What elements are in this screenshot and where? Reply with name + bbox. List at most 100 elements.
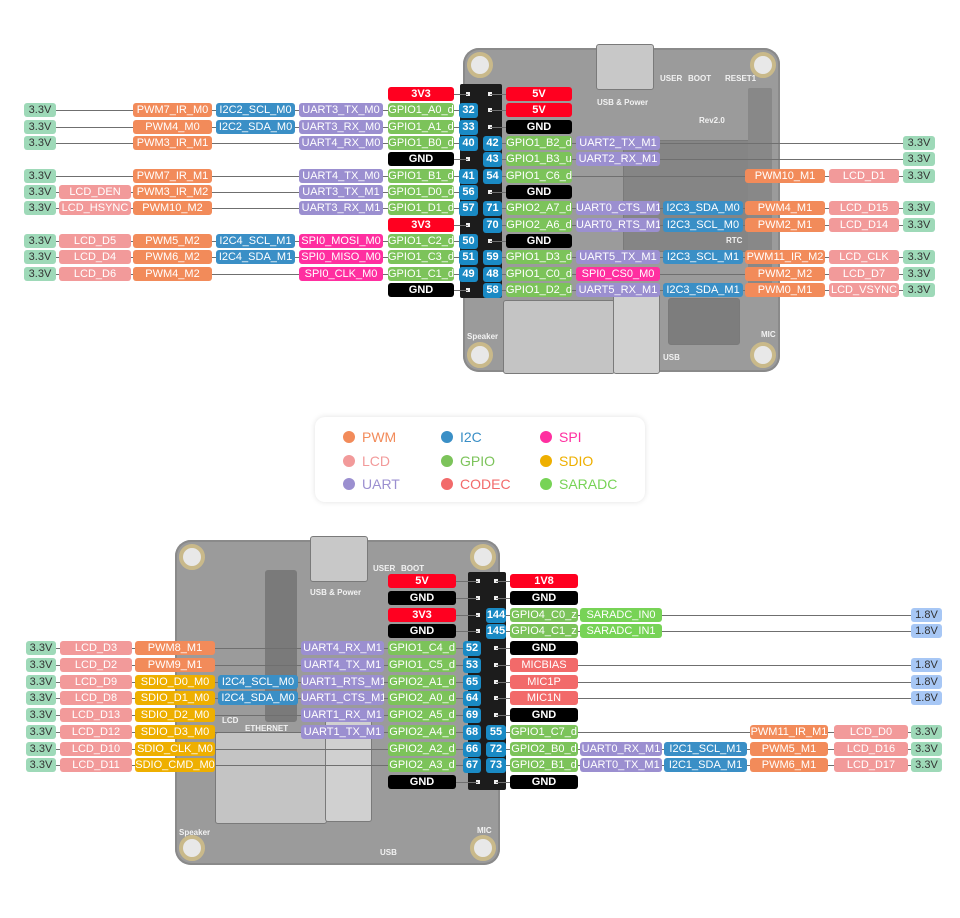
voltage-label: 3.3V	[903, 283, 935, 297]
legend-label: CODEC	[460, 476, 511, 492]
voltage-label: 3.3V	[26, 691, 56, 705]
lcd-label: LCD_D9	[60, 675, 132, 689]
pin-line	[490, 110, 506, 111]
power-label: 3V3	[388, 87, 454, 101]
pin-number: 70	[483, 218, 502, 233]
pin-line	[496, 581, 510, 582]
sdio-label: SDIO_D3_M0	[135, 725, 215, 739]
gpio-label: GPIO2_A0_d	[388, 691, 456, 705]
legend-dot-icon	[441, 454, 453, 467]
mount-hole	[467, 52, 493, 78]
lcd-label: LCD_D1	[829, 169, 899, 183]
uart-label: UART1_TX_M1	[301, 725, 384, 739]
power-label: 5V	[506, 87, 572, 101]
pin-line	[490, 241, 506, 242]
pin-line	[456, 615, 478, 616]
i2c-label: I2C2_SCL_M0	[216, 103, 295, 117]
gnd-label: GND	[388, 283, 454, 297]
pwm-label: PWM11_IR_M1	[750, 725, 828, 739]
legend-label: PWM	[362, 429, 397, 445]
uart-label: UART4_TX_M1	[301, 658, 384, 672]
pin-line	[496, 698, 510, 699]
lcd-label: LCD_D8	[60, 691, 132, 705]
user-label: USER	[660, 74, 683, 83]
usb-power-label: USB & Power	[597, 98, 649, 107]
legend-item-lcd: LCD	[343, 453, 390, 469]
sdio-label: SDIO_D2_M0	[135, 708, 215, 722]
connector-line	[539, 159, 919, 160]
gpio-label: GPIO1_D1_d	[388, 201, 454, 215]
gnd-label: GND	[388, 775, 456, 789]
gpio-label: GPIO1_C4_d	[388, 641, 456, 655]
gnd-label: GND	[388, 624, 456, 638]
legend-label: UART	[362, 476, 400, 492]
pwm-label: PWM10_M1	[745, 169, 825, 183]
sdio-label: SDIO_CMD_M0	[135, 758, 215, 772]
connector-line	[40, 192, 421, 193]
voltage-label: 3.3V	[26, 641, 56, 655]
legend-label: SPI	[559, 429, 582, 445]
i2c-label: I2C1_SDA_M1	[664, 758, 747, 772]
gpio-label: GPIO2_B1_d	[510, 758, 578, 772]
connector-line	[539, 274, 919, 275]
pin-line	[456, 631, 478, 632]
lcd-label: LCD_D3	[60, 641, 132, 655]
legend-item-pwm: PWM	[343, 429, 396, 445]
gpio-label: GPIO2_A3_d	[388, 758, 456, 772]
sdio-label: SDIO_CLK_M0	[135, 742, 215, 756]
mount-hole	[750, 342, 776, 368]
voltage-label: 3.3V	[24, 250, 56, 264]
gnd-label: GND	[510, 591, 578, 605]
gpio-label: GPIO2_A7_d	[506, 201, 572, 215]
lcd-label: LCD_D12	[60, 725, 132, 739]
pin-number: 69	[463, 708, 481, 723]
pin-line	[490, 192, 506, 193]
voltage-label: 3.3V	[911, 742, 942, 756]
voltage-label: 3.3V	[903, 250, 935, 264]
wifi-module	[668, 298, 740, 345]
pin-number: 43	[483, 152, 502, 167]
pin-number: 41	[459, 169, 478, 184]
connector-line	[41, 765, 422, 766]
uart-label: UART3_TX_M0	[299, 103, 383, 117]
pin-dot	[476, 613, 480, 617]
pin-line	[454, 290, 468, 291]
pwm-label: PWM4_M2	[133, 267, 212, 281]
uart-label: UART4_RX_M1	[301, 641, 384, 655]
mount-hole	[467, 342, 493, 368]
pin-dot	[476, 629, 480, 633]
pin-number: 59	[483, 250, 502, 265]
power-label: 1V8	[510, 574, 578, 588]
power-label: 5V	[388, 574, 456, 588]
connector-line	[41, 732, 422, 733]
mount-hole	[470, 835, 496, 861]
voltage-label: 3.3V	[26, 658, 56, 672]
usb-c-port	[596, 44, 654, 90]
pin-number: 66	[463, 742, 481, 757]
usb-label: USB	[663, 353, 680, 362]
gpio-label: GPIO1_D3_d	[506, 250, 572, 264]
boot-label: BOOT	[688, 74, 712, 83]
pin-number: 57	[459, 201, 478, 216]
i2c-label: I2C4_SDA_M1	[216, 250, 295, 264]
lcd-label: LCD_D5	[59, 234, 131, 248]
legend-dot-icon	[343, 478, 355, 490]
uart-label: UART3_RX_M0	[299, 120, 383, 134]
lcd-label: LCD_D2	[60, 658, 132, 672]
connector-line	[539, 143, 919, 144]
gnd-label: GND	[510, 641, 578, 655]
user-label: USER	[373, 564, 396, 573]
gpio-label: GPIO1_C0_d	[506, 267, 572, 281]
voltage-label: 3.3V	[24, 169, 56, 183]
legend-label: GPIO	[460, 452, 496, 469]
pin-number: 73	[486, 758, 506, 773]
codec-label: MICBIAS	[510, 658, 578, 672]
pin-line	[490, 127, 506, 128]
gnd-label: GND	[506, 234, 572, 248]
legend-label: SDIO	[559, 452, 594, 469]
gpio-label: GPIO2_B0_d	[510, 742, 578, 756]
uart-label: UART3_TX_M1	[299, 185, 383, 199]
pin-number: 67	[463, 758, 481, 773]
lcd-label: LCD_D4	[59, 250, 131, 264]
gnd-label: GND	[510, 708, 578, 722]
